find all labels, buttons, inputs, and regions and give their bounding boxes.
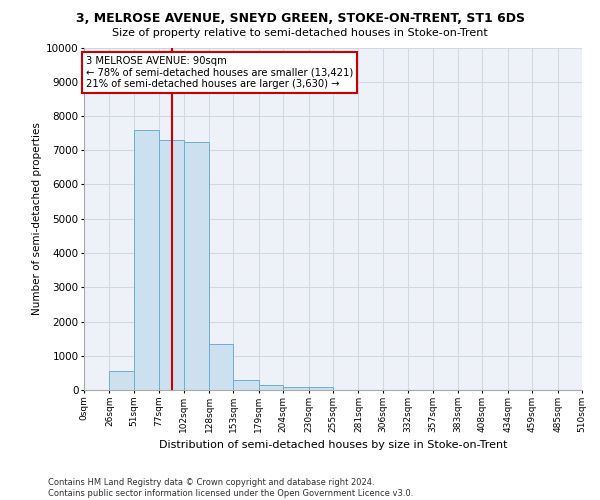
X-axis label: Distribution of semi-detached houses by size in Stoke-on-Trent: Distribution of semi-detached houses by …	[159, 440, 507, 450]
Bar	[233, 380, 259, 390]
Text: 3 MELROSE AVENUE: 90sqm
← 78% of semi-detached houses are smaller (13,421)
21% o: 3 MELROSE AVENUE: 90sqm ← 78% of semi-de…	[86, 56, 353, 90]
Text: Size of property relative to semi-detached houses in Stoke-on-Trent: Size of property relative to semi-detach…	[112, 28, 488, 38]
Bar	[109, 371, 134, 390]
Bar	[259, 385, 283, 390]
Bar	[283, 386, 308, 390]
Text: 3, MELROSE AVENUE, SNEYD GREEN, STOKE-ON-TRENT, ST1 6DS: 3, MELROSE AVENUE, SNEYD GREEN, STOKE-ON…	[76, 12, 524, 26]
Bar	[184, 142, 209, 390]
Y-axis label: Number of semi-detached properties: Number of semi-detached properties	[32, 122, 41, 315]
Text: Contains HM Land Registry data © Crown copyright and database right 2024.
Contai: Contains HM Land Registry data © Crown c…	[48, 478, 413, 498]
Bar	[134, 130, 159, 390]
Bar	[308, 388, 333, 390]
Bar	[159, 140, 184, 390]
Bar	[209, 344, 233, 390]
